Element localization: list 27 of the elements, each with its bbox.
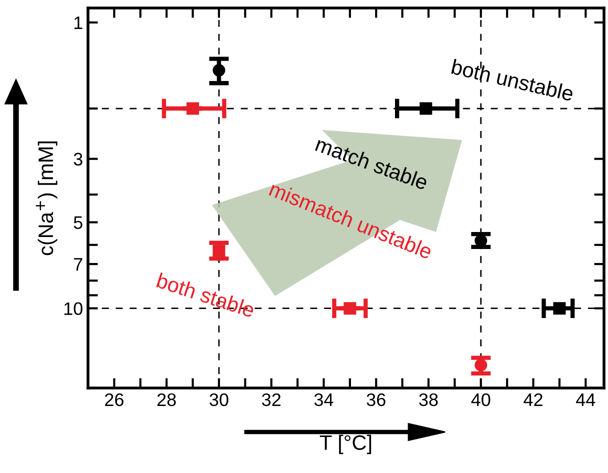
x-tick-label: 34 — [314, 393, 334, 406]
point — [474, 358, 488, 372]
point — [212, 244, 226, 258]
x-tick-label: 40 — [471, 393, 490, 406]
annotation: both unstable — [451, 58, 574, 102]
annotation: match stable — [314, 136, 429, 190]
point — [186, 102, 200, 115]
y-tick-label: 3 — [74, 152, 82, 166]
x-tick-label: 28 — [157, 393, 176, 406]
y-tick-label: 7 — [74, 258, 82, 271]
x-tick-label: 30 — [210, 393, 228, 406]
y-tick-label: 5 — [74, 216, 82, 229]
point — [553, 302, 566, 315]
y-axis-title: c(Na$^{+}$) [mM] — [36, 142, 58, 256]
x-tick-label: 38 — [419, 393, 438, 406]
y-tick-label: 1 — [74, 16, 82, 30]
x-axis-title: T [°C] — [320, 434, 372, 454]
point — [344, 302, 356, 315]
x-tick-label: 36 — [366, 393, 386, 406]
x-tick-label: 26 — [105, 393, 124, 406]
point — [420, 102, 432, 115]
y-tick-label: 10 — [64, 302, 82, 316]
x-tick-label: 32 — [262, 393, 280, 406]
x-tick-label: 42 — [524, 393, 542, 406]
annotation: both stable — [156, 272, 256, 318]
point — [212, 64, 226, 77]
x-tick-label: 44 — [576, 394, 596, 406]
